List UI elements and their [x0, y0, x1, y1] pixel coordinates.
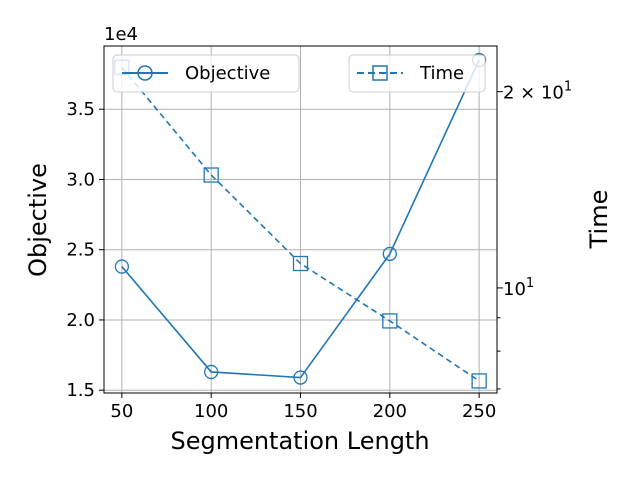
- y-tick-label: 3.5: [66, 99, 95, 120]
- legend-objective-box: [112, 54, 300, 93]
- objective-point: [114, 259, 130, 274]
- y-tick-label: 2.0: [66, 310, 95, 331]
- legend-time-label: Time: [419, 63, 464, 84]
- time-point: [471, 373, 487, 389]
- x-tick-label: 150: [283, 401, 317, 422]
- y-axis-label: Objective: [24, 163, 52, 277]
- series-line-objective: [121, 59, 480, 379]
- legend-time: Time: [348, 54, 486, 93]
- objective-point: [382, 246, 397, 262]
- legend-time-marker: [372, 65, 388, 81]
- time-point: [382, 313, 398, 329]
- objective-point: [293, 370, 308, 385]
- series-line-time: [121, 66, 480, 382]
- y2-tick-label: 101: [503, 276, 534, 300]
- axes: 50 100 150 200 250 1.5 2.0 2.5 3.0 3.5 101 2 × 101: [66, 80, 572, 422]
- series-layer: [114, 52, 487, 389]
- legend-objective: Objective: [112, 54, 300, 93]
- time-point: [292, 255, 309, 272]
- x-axis-label: Segmentation Length: [170, 427, 429, 455]
- legend-objective-marker: [137, 65, 153, 81]
- y-offset-label: 1e4: [104, 24, 138, 45]
- x-tick-label: 100: [194, 401, 228, 422]
- y2-tick-label: 2 × 101: [503, 80, 572, 104]
- grid: [104, 46, 497, 393]
- time-point: [203, 167, 219, 183]
- legend-objective-label: Objective: [185, 63, 270, 84]
- x-tick-label: 250: [462, 401, 496, 422]
- objective-point: [204, 364, 219, 380]
- y-tick-label: 2.5: [66, 240, 95, 261]
- y2-axis-label: Time: [585, 190, 613, 250]
- x-tick-label: 200: [373, 401, 407, 422]
- x-tick-label: 50: [110, 401, 133, 422]
- y-tick-label: 3.0: [66, 169, 95, 190]
- y-tick-label: 1.5: [66, 380, 95, 401]
- legend-time-box: [348, 54, 486, 93]
